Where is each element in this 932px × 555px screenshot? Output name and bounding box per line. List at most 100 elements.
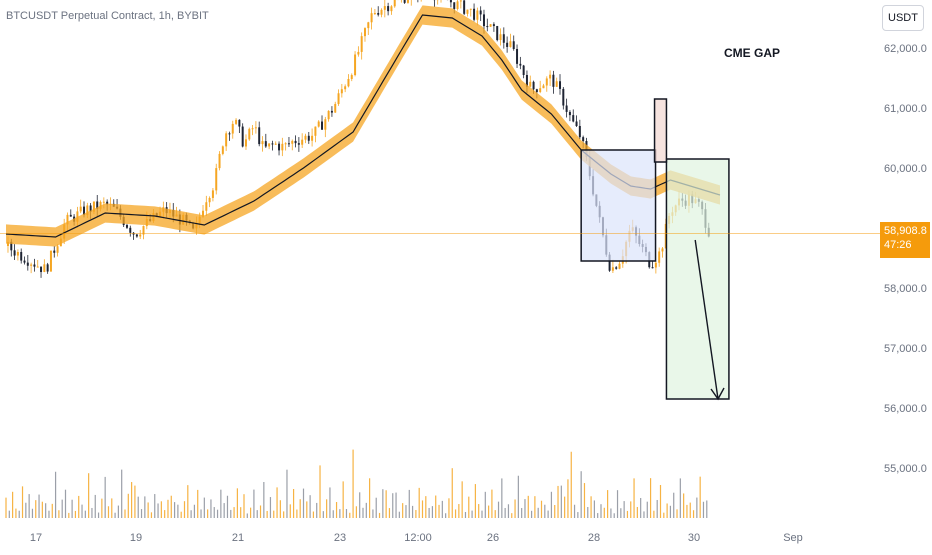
volume-bar [471, 511, 472, 518]
volume-bar [657, 500, 658, 518]
volume-bar [95, 495, 96, 518]
volume-bar [667, 503, 668, 518]
candle-body [394, 0, 396, 6]
volume-bar [283, 511, 284, 518]
volume-bar [442, 501, 443, 518]
volume-bar [65, 490, 66, 518]
volume-bar [564, 497, 565, 518]
volume-bar [617, 490, 618, 518]
candle-body [381, 10, 383, 15]
candle-body [566, 106, 568, 112]
volume-bar [703, 502, 704, 518]
currency-unit-button[interactable]: USDT [882, 5, 924, 31]
volume-bar [435, 496, 436, 518]
volume-bar [270, 497, 271, 518]
volume-bar [389, 508, 390, 518]
volume-bar [538, 508, 539, 518]
volume-bar [399, 512, 400, 518]
volume-bar [584, 483, 585, 518]
volume-bar [111, 498, 112, 518]
volume-bar [683, 493, 684, 518]
volume-bar [319, 465, 320, 518]
volume-bar [134, 486, 135, 518]
volume-bar [75, 511, 76, 518]
volume-bar [293, 489, 294, 518]
volume-bar [52, 504, 53, 518]
candle-body [576, 121, 578, 126]
candle-body [500, 34, 502, 40]
candle-body [351, 75, 353, 79]
volume-bar [329, 487, 330, 518]
last-price-tag: 58,908.8 47:26 [880, 222, 930, 258]
volume-bar [488, 506, 489, 518]
volume-bar [690, 503, 691, 518]
candle-body [275, 144, 277, 145]
candle-body [238, 120, 240, 127]
spike-box [655, 99, 667, 162]
volume-bar [38, 495, 39, 518]
candle-body [53, 251, 55, 253]
volume-bar [554, 505, 555, 518]
volume-bar [571, 452, 572, 518]
candle-body [228, 133, 230, 134]
volume-bar [204, 498, 205, 518]
candle-body [255, 127, 257, 128]
candle-body [321, 122, 323, 130]
volume-bar [382, 489, 383, 518]
volume-bar [521, 508, 522, 518]
volume-bar [121, 470, 122, 518]
candle-body [70, 215, 72, 217]
volume-bar [650, 478, 651, 518]
candle-body [513, 41, 515, 49]
candle-body [301, 140, 303, 145]
volume-bar [141, 509, 142, 518]
volume-bar [323, 511, 324, 518]
volume-bar [118, 506, 119, 518]
volume-bar [250, 508, 251, 518]
volume-bar [233, 507, 234, 518]
candle-body [242, 127, 244, 147]
volume-bar [81, 505, 82, 518]
candle-body [281, 144, 283, 151]
volume-bar [88, 473, 89, 518]
candle-body [549, 75, 551, 79]
price-tick-label: 55,000.0 [884, 463, 927, 475]
last-price-value: 58,908.8 [880, 222, 930, 237]
volume-bar [240, 507, 241, 518]
volume-bar [660, 485, 661, 518]
candle-body [311, 136, 313, 141]
candle-body [354, 55, 356, 76]
candle-body [245, 139, 247, 146]
volume-bar [12, 492, 13, 518]
volume-bar [372, 509, 373, 518]
volume-bar [181, 512, 182, 518]
volume-bar [663, 513, 664, 518]
candle-body [529, 82, 531, 87]
volume-bar [485, 492, 486, 518]
candle-body [536, 89, 538, 92]
volume-bar [19, 511, 20, 518]
candle-body [476, 10, 478, 19]
volume-bar [300, 499, 301, 518]
candle-body [338, 93, 340, 104]
candle-body [546, 78, 548, 85]
volume-bar [610, 508, 611, 518]
candle-body [341, 89, 343, 93]
target-box [666, 159, 728, 399]
volume-bar [643, 511, 644, 518]
candle-body [14, 250, 16, 255]
volume-bar [561, 486, 562, 518]
cme-gap-box [581, 150, 655, 261]
candle-body [496, 26, 498, 40]
candle-body [453, 2, 455, 9]
volume-bar [481, 511, 482, 518]
candle-body [17, 252, 19, 256]
candle-body [562, 89, 564, 106]
volume-bar [468, 497, 469, 518]
candle-body [212, 190, 214, 198]
candle-body [80, 207, 82, 212]
volume-bar [161, 501, 162, 518]
candle-body [258, 127, 260, 144]
